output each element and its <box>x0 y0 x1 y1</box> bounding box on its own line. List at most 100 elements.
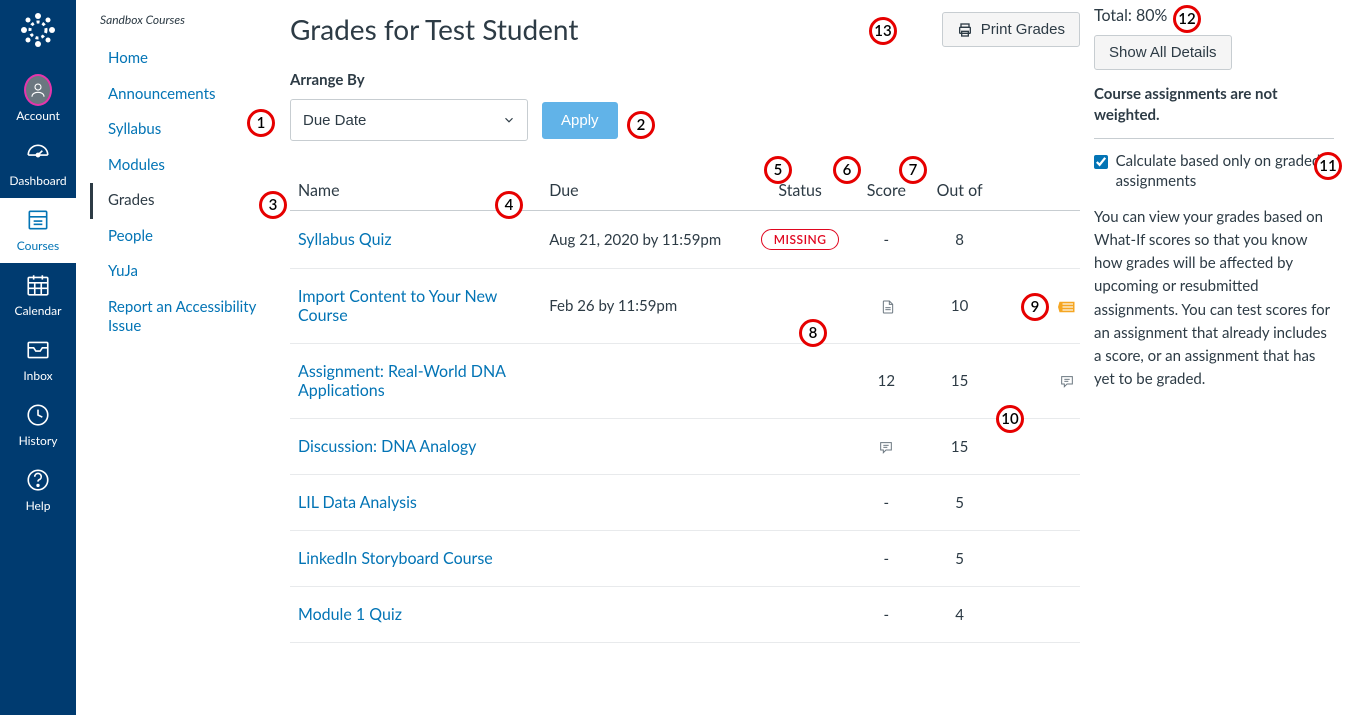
assignment-link[interactable]: Syllabus Quiz <box>298 230 392 249</box>
annotation-marker: 3 <box>259 191 287 219</box>
help-icon <box>24 466 52 494</box>
col-due[interactable]: Due <box>541 171 750 211</box>
course-nav-item[interactable]: Modules <box>100 148 266 184</box>
annotation-marker: 5 <box>764 156 792 184</box>
annotation-marker: 2 <box>627 111 655 139</box>
row-icons <box>996 475 1080 531</box>
annotation-marker: 12 <box>1173 5 1201 33</box>
table-row: Assignment: Real-World DNA Applications 1… <box>290 344 1080 419</box>
global-nav-help[interactable]: Help <box>0 458 76 523</box>
due-cell <box>541 419 750 475</box>
global-nav-account[interactable]: Account <box>0 68 76 133</box>
row-icons <box>996 531 1080 587</box>
weighting-note: Course assignments are not weighted. <box>1094 84 1334 139</box>
global-nav-dashboard[interactable]: Dashboard <box>0 133 76 198</box>
due-cell: Feb 26 by 11:59pm <box>541 269 750 344</box>
history-icon <box>24 401 52 429</box>
annotation-marker: 7 <box>899 156 927 184</box>
row-icons <box>996 587 1080 643</box>
outof-cell: 5 <box>923 475 996 531</box>
total-grade: Total: 80% <box>1094 6 1334 25</box>
due-cell <box>541 475 750 531</box>
document-icon[interactable] <box>880 298 896 316</box>
due-cell <box>541 587 750 643</box>
score-cell: - <box>850 211 923 269</box>
outof-cell: 5 <box>923 531 996 587</box>
assignment-link[interactable]: LinkedIn Storyboard Course <box>298 549 493 568</box>
comment-icon[interactable] <box>877 440 895 456</box>
calendar-icon <box>24 271 52 299</box>
annotation-marker: 8 <box>799 319 827 347</box>
outof-cell: 8 <box>923 211 996 269</box>
global-nav-history[interactable]: History <box>0 393 76 458</box>
right-sidebar: Total: 80% Show All Details Course assig… <box>1094 6 1334 392</box>
assignment-link[interactable]: LIL Data Analysis <box>298 493 417 512</box>
assignment-link[interactable]: Assignment: Real-World DNA Applications <box>298 362 505 400</box>
annotation-marker: 10 <box>996 405 1024 433</box>
outof-cell: 4 <box>923 587 996 643</box>
calc-graded-only-checkbox[interactable] <box>1094 153 1108 171</box>
course-nav-item[interactable]: Announcements <box>100 77 266 113</box>
table-row: LIL Data Analysis-5 <box>290 475 1080 531</box>
annotation-marker: 9 <box>1021 293 1049 321</box>
print-label: Print Grades <box>981 21 1065 38</box>
row-icons <box>996 211 1080 269</box>
outof-cell: 15 <box>923 344 996 419</box>
outof-cell: 10 <box>923 269 996 344</box>
print-grades-button[interactable]: Print Grades <box>942 12 1080 47</box>
course-nav-item[interactable]: Grades <box>90 183 266 219</box>
nav-label: Dashboard <box>9 173 66 188</box>
assignment-link[interactable]: Discussion: DNA Analogy <box>298 437 476 456</box>
breadcrumb[interactable]: Sandbox Courses <box>100 12 266 27</box>
course-nav-item[interactable]: Home <box>100 41 266 77</box>
arrange-by-select[interactable]: Due Date <box>290 99 528 141</box>
global-nav-inbox[interactable]: Inbox <box>0 328 76 393</box>
col-outof[interactable]: Out of <box>923 171 996 211</box>
global-nav-courses[interactable]: Courses <box>0 198 76 263</box>
arrange-by-select-wrap: Due Date <box>290 99 528 141</box>
score-cell: - <box>850 531 923 587</box>
apply-button[interactable]: Apply <box>542 102 618 139</box>
nav-label: History <box>19 433 58 448</box>
score-cell <box>850 419 923 475</box>
nav-label: Inbox <box>23 368 52 383</box>
status-cell <box>751 419 850 475</box>
inbox-icon <box>24 336 52 364</box>
status-cell <box>751 344 850 419</box>
arrange-by-label: Arrange By <box>290 71 1080 89</box>
assignment-link[interactable]: Module 1 Quiz <box>298 605 402 624</box>
course-nav-item[interactable]: Report an Accessi­bility Issue <box>100 290 266 345</box>
status-cell <box>751 475 850 531</box>
course-nav-item[interactable]: YuJa <box>100 254 266 290</box>
show-all-details-button[interactable]: Show All Details <box>1094 35 1232 70</box>
page-title: Grades for Test Student <box>290 12 578 46</box>
course-nav-item[interactable]: People <box>100 219 266 255</box>
printer-icon <box>957 22 973 38</box>
table-row: Import Content to Your New Course Feb 26 … <box>290 269 1080 344</box>
status-cell <box>751 531 850 587</box>
nav-label: Calendar <box>15 303 62 318</box>
calc-graded-only-label[interactable]: Calculate based only on graded assignmen… <box>1116 151 1334 192</box>
status-cell: MISSING <box>751 211 850 269</box>
table-row: LinkedIn Storyboard Course -5 <box>290 531 1080 587</box>
nav-label: Courses <box>17 238 59 253</box>
score-cell: - <box>850 587 923 643</box>
table-header-row: Name Due Status Score Out of <box>290 171 1080 211</box>
table-row: Discussion: DNA Analogy15 <box>290 419 1080 475</box>
due-cell: Aug 21, 2020 by 11:59pm <box>541 211 750 269</box>
assignment-link[interactable]: Import Content to Your New Course <box>298 287 497 325</box>
missing-badge: MISSING <box>761 229 840 250</box>
annotation-marker: 11 <box>1314 152 1342 180</box>
comment-icon[interactable] <box>1058 374 1076 390</box>
annotation-marker: 6 <box>833 156 861 184</box>
score-cell <box>850 269 923 344</box>
global-nav-calendar[interactable]: Calendar <box>0 263 76 328</box>
canvas-logo[interactable] <box>18 10 58 50</box>
dashboard-icon <box>24 141 52 169</box>
annotation-marker: 13 <box>869 17 897 45</box>
course-nav-item[interactable]: Syllabus <box>100 112 266 148</box>
rubric-icon[interactable] <box>1058 298 1076 316</box>
grades-table: Name Due Status Score Out of Syllabus Qu… <box>290 171 1080 643</box>
courses-icon <box>24 206 52 234</box>
annotation-marker: 1 <box>247 109 275 137</box>
